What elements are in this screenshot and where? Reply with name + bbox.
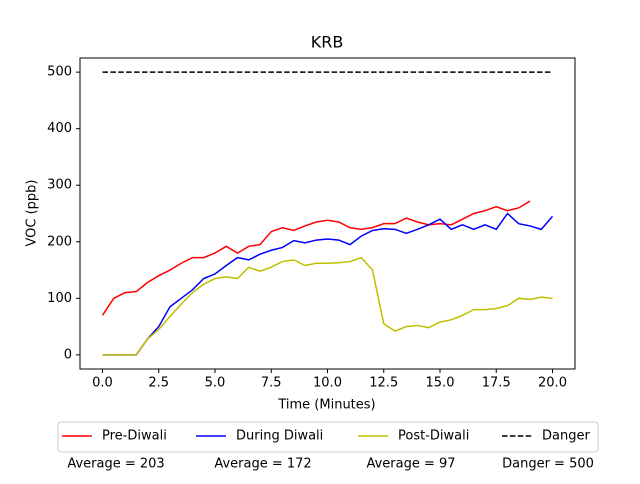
x-tick-label: 2.5 (148, 376, 169, 391)
y-tick-label: 0 (64, 347, 72, 362)
x-tick-label: 5.0 (205, 376, 226, 391)
x-tick-label: 10.0 (313, 376, 342, 391)
x-tick-label: 0.0 (92, 376, 113, 391)
annotation: Average = 97 (366, 457, 455, 472)
x-tick-label: 15.0 (426, 376, 455, 391)
y-tick-label: 300 (47, 178, 72, 193)
x-tick-label: 12.5 (369, 376, 398, 391)
legend-label: Post-Diwali (398, 429, 469, 444)
annotation: Average = 203 (67, 457, 164, 472)
annotation: Average = 172 (214, 457, 311, 472)
legend-label: During Diwali (236, 429, 323, 444)
y-tick-label: 500 (47, 65, 72, 80)
chart-title: KRB (311, 33, 344, 52)
legend-label: Danger (542, 429, 590, 444)
annotation: Danger = 500 (502, 457, 594, 472)
x-tick-label: 17.5 (482, 376, 511, 391)
legend-label: Pre-Diwali (102, 429, 167, 444)
y-axis-label: VOC (ppb) (25, 179, 40, 246)
plot-frame (79, 57, 576, 370)
data-line (102, 256, 553, 356)
legend-box (57, 421, 599, 453)
x-tick-label: 20.0 (538, 376, 567, 391)
y-tick-label: 100 (47, 291, 72, 306)
y-tick-label: 400 (47, 121, 72, 136)
y-tick-label: 200 (47, 234, 72, 249)
data-line (101, 200, 531, 316)
x-axis-label: Time (Minutes) (277, 398, 375, 413)
data-line (102, 212, 554, 356)
x-tick-label: 7.5 (261, 376, 282, 391)
